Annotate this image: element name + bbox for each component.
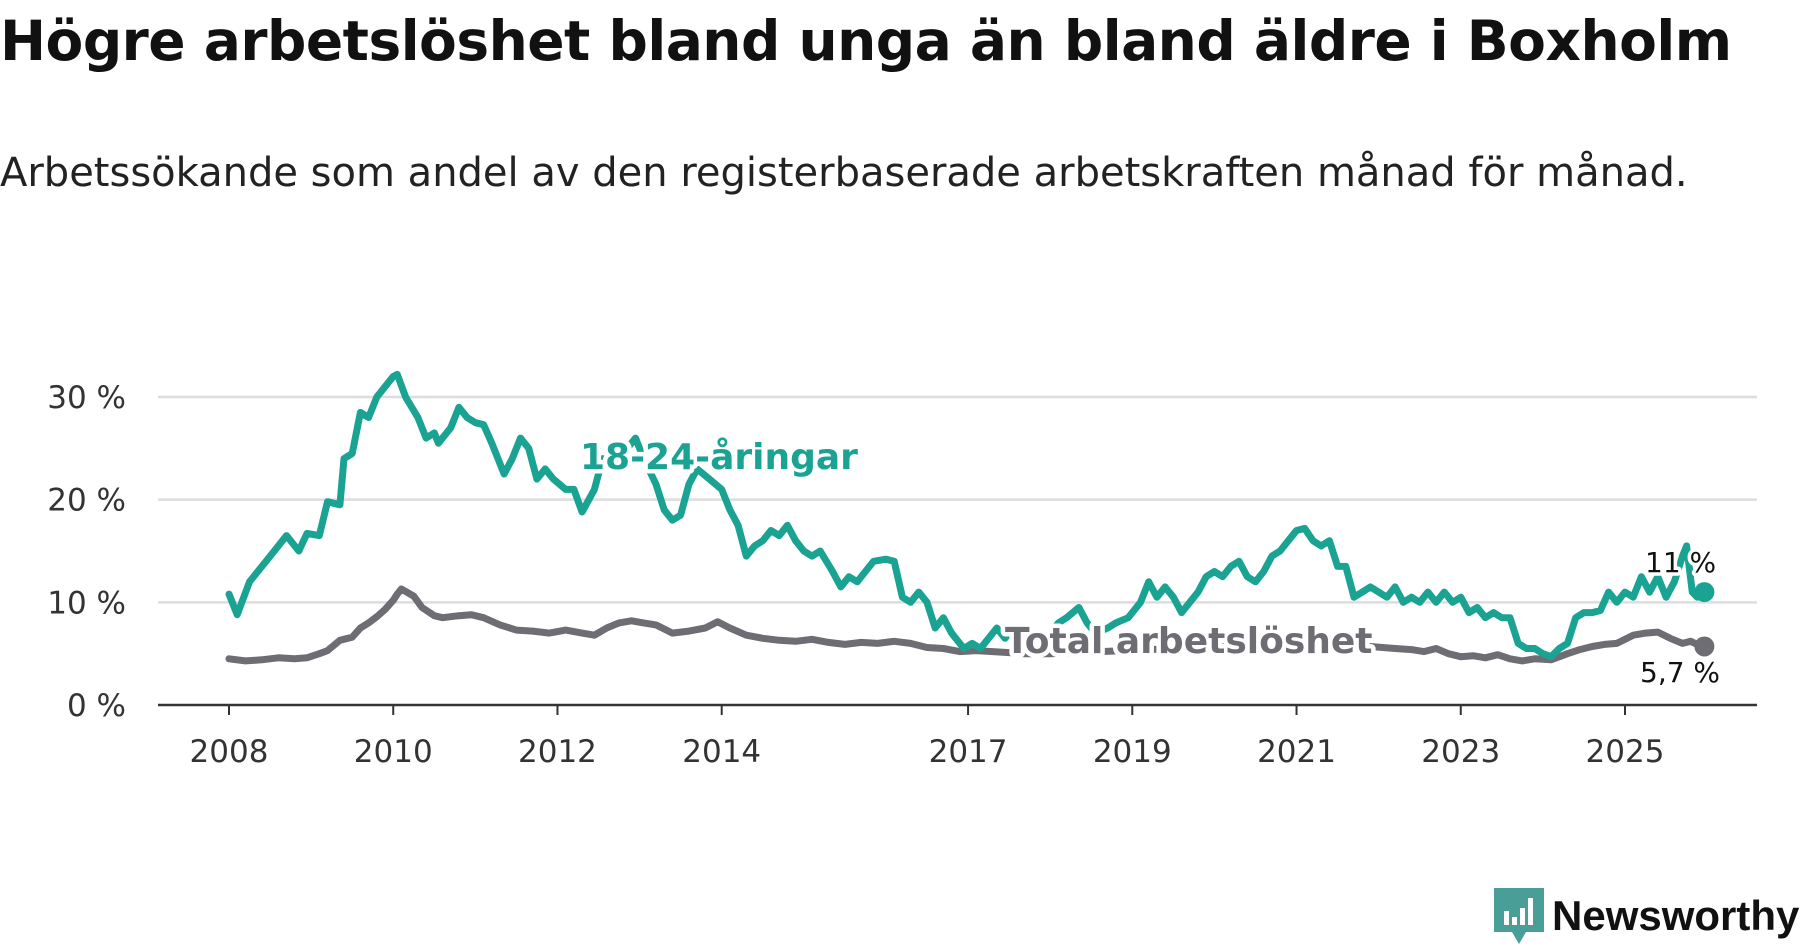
x-axis: 2008 2010 2012 2014 2017 2019 2021 2023 2025 (190, 705, 1665, 770)
x-tick-label: 2019 (1093, 734, 1172, 770)
x-tick-label: 2021 (1257, 734, 1336, 770)
x-tick-label: 2014 (682, 734, 761, 770)
x-tick-label: 2017 (929, 734, 1008, 770)
series-label-youth: 18-24-åringar (580, 437, 858, 478)
gridlines (158, 395, 1757, 604)
newsworthy-logo-icon (1494, 888, 1544, 944)
chart-title: Högre arbetslöshet bland unga än bland ä… (0, 9, 1732, 73)
series-line-youth (225, 370, 1705, 661)
series-lines (225, 370, 1705, 665)
newsworthy-brand: Newsworthy (1494, 888, 1799, 944)
y-tick-label: 0 % (67, 688, 126, 724)
end-value-label-total: 5,7 % (1640, 656, 1720, 689)
x-tick-label: 2012 (518, 734, 597, 770)
series-line-total (225, 585, 1705, 665)
end-marker-youth (1694, 582, 1715, 603)
y-tick-label: 20 % (47, 483, 126, 519)
y-tick-label: 30 % (47, 380, 126, 416)
chart-subtitle: Arbetssökande som andel av den registerb… (0, 150, 1688, 196)
end-marker-total (1694, 636, 1715, 657)
x-tick-label: 2008 (190, 734, 269, 770)
x-tick-label: 2025 (1586, 734, 1665, 770)
y-tick-label: 10 % (47, 585, 126, 621)
y-axis: 0 % 10 % 20 % 30 % (47, 380, 126, 724)
x-tick-label: 2010 (354, 734, 433, 770)
series-label-total: Total arbetslöshet (1005, 621, 1373, 662)
end-value-label-youth: 11 % (1645, 546, 1716, 579)
brand-name: Newsworthy (1552, 892, 1800, 939)
x-tick-label: 2023 (1421, 734, 1500, 770)
